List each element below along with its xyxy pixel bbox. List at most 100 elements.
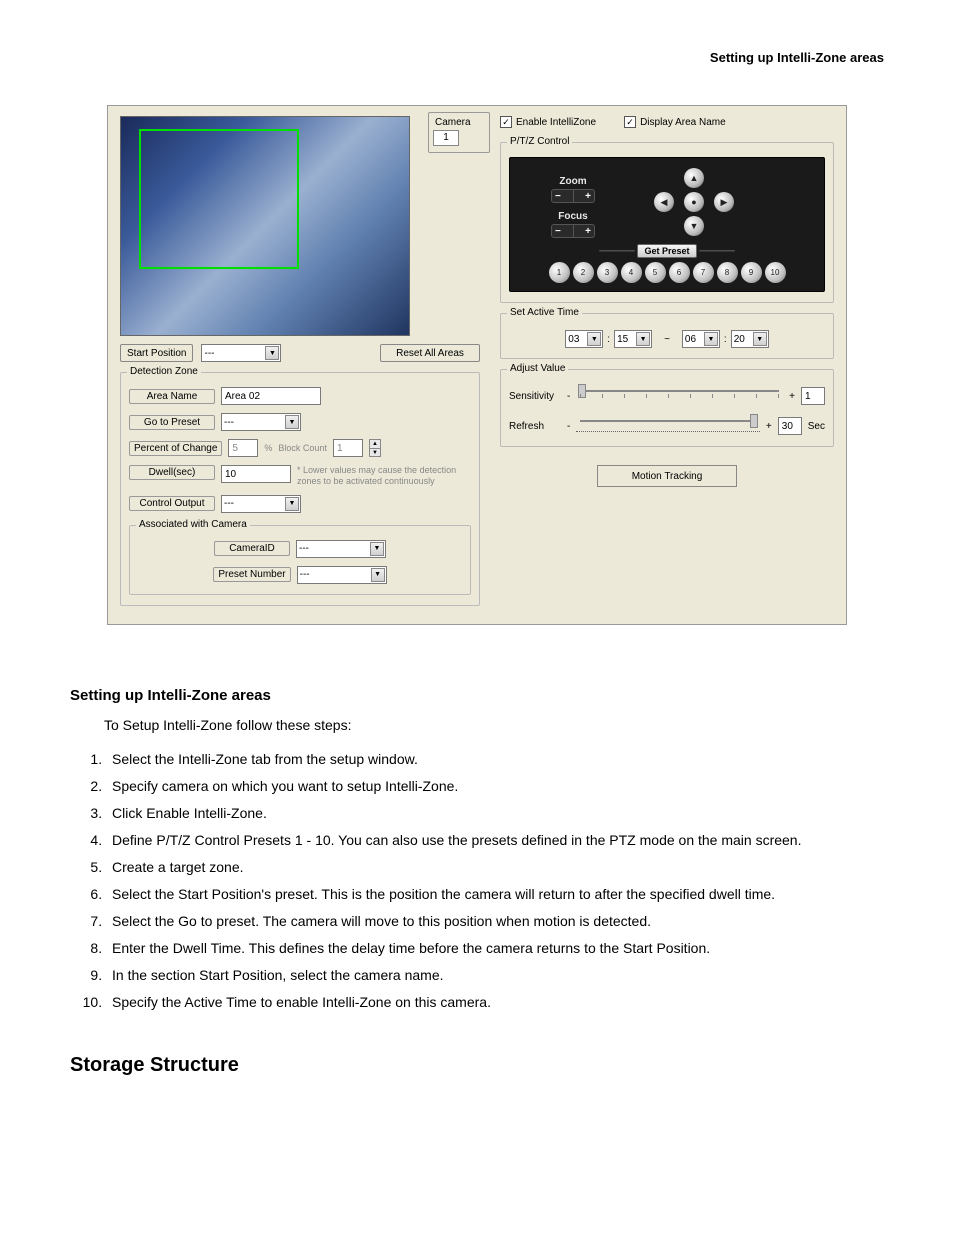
block-count-label: Block Count	[278, 443, 327, 453]
dwell-input[interactable]: 10	[221, 465, 291, 483]
associated-camera-group: Associated with Camera CameraID --- ▼ Pr…	[129, 525, 471, 595]
start-position-label: Start Position	[120, 344, 193, 362]
ptz-center-button[interactable]: ●	[684, 192, 704, 212]
percent-unit: %	[264, 443, 272, 453]
focus-control[interactable]: −+	[551, 224, 595, 238]
preset-button-4[interactable]: 4	[621, 262, 642, 283]
preset-button-1[interactable]: 1	[549, 262, 570, 283]
steps-list: Select the Intelli-Zone tab from the set…	[86, 746, 884, 1016]
slider-minus[interactable]: -	[567, 391, 570, 402]
slider-minus[interactable]: -	[567, 421, 570, 432]
time-m1: 15	[617, 334, 628, 345]
block-count-input[interactable]: 1	[333, 439, 363, 457]
chevron-down-icon: ▼	[370, 542, 384, 556]
slider-plus[interactable]: +	[766, 421, 772, 432]
intro-text: To Setup Intelli-Zone follow these steps…	[104, 715, 884, 736]
preset-button-7[interactable]: 7	[693, 262, 714, 283]
ptz-down-button[interactable]: ▼	[684, 216, 704, 236]
start-position-dropdown[interactable]: --- ▼	[201, 344, 281, 362]
ptz-panel: Zoom −+ Focus −+ ▲ ◀ ● ▶ ▼	[509, 157, 825, 292]
time-m2-dropdown[interactable]: 20▼	[731, 330, 769, 348]
time-separator: ~	[664, 334, 670, 345]
zoom-control[interactable]: −+	[551, 189, 595, 203]
dwell-label: Dwell(sec)	[129, 465, 215, 480]
sensitivity-slider[interactable]	[576, 386, 783, 406]
time-h2-dropdown[interactable]: 06▼	[682, 330, 720, 348]
reset-all-areas-button[interactable]: Reset All Areas	[380, 344, 480, 362]
chevron-down-icon: ▼	[285, 415, 299, 429]
step-item: Create a target zone.	[106, 854, 884, 881]
chevron-down-icon: ▼	[636, 332, 650, 346]
focus-label: Focus	[518, 211, 628, 222]
camera-group: Camera 1	[428, 112, 490, 153]
video-preview	[120, 116, 410, 336]
chevron-down-icon: ▼	[285, 497, 299, 511]
chevron-down-icon: ▼	[371, 568, 385, 582]
dwell-note: * Lower values may cause the detection z…	[297, 465, 471, 487]
refresh-label: Refresh	[509, 421, 561, 432]
refresh-value[interactable]: 30	[778, 417, 802, 435]
preset-button-10[interactable]: 10	[765, 262, 786, 283]
storage-heading: Storage Structure	[70, 1050, 884, 1080]
adjust-value-group: Adjust Value Sensitivity - + 1 Refresh -	[500, 369, 834, 447]
plus-icon: +	[585, 226, 591, 237]
time-m1-dropdown[interactable]: 15 ▼	[614, 330, 652, 348]
preset-button-9[interactable]: 9	[741, 262, 762, 283]
chevron-down-icon: ▼	[265, 346, 279, 360]
ptz-right-button[interactable]: ▶	[714, 192, 734, 212]
intellizone-dialog: Camera 1 Start Position --- ▼ Reset All …	[107, 105, 847, 625]
camera-number[interactable]: 1	[433, 130, 459, 146]
assoc-legend: Associated with Camera	[136, 519, 250, 530]
refresh-unit: Sec	[808, 421, 825, 432]
control-output-value: ---	[224, 498, 234, 509]
ptz-legend: P/T/Z Control	[507, 136, 572, 147]
minus-icon: −	[555, 191, 561, 202]
preset-button-3[interactable]: 3	[597, 262, 618, 283]
step-item: Select the Go to preset. The camera will…	[106, 908, 884, 935]
preset-button-2[interactable]: 2	[573, 262, 594, 283]
camera-id-dropdown[interactable]: --- ▼	[296, 540, 386, 558]
minus-icon: −	[555, 226, 561, 237]
percent-change-label: Percent of Change	[129, 441, 222, 456]
detection-zone-rect[interactable]	[139, 129, 299, 269]
ptz-up-button[interactable]: ▲	[684, 168, 704, 188]
percent-change-input[interactable]: 5	[228, 439, 258, 457]
time-h2: 06	[685, 334, 696, 345]
camera-id-value: ---	[299, 543, 309, 554]
ptz-left-button[interactable]: ◀	[654, 192, 674, 212]
go-to-preset-label: Go to Preset	[129, 415, 215, 430]
area-name-input[interactable]: Area 02	[221, 387, 321, 405]
time-m2: 20	[734, 334, 745, 345]
step-item: Specify camera on which you want to setu…	[106, 773, 884, 800]
time-h1: 03	[568, 334, 579, 345]
step-item: Enter the Dwell Time. This defines the d…	[106, 935, 884, 962]
preset-button-5[interactable]: 5	[645, 262, 666, 283]
step-item: Click Enable Intelli-Zone.	[106, 800, 884, 827]
display-label: Display Area Name	[640, 117, 726, 128]
set-active-time-group: Set Active Time 03▼ : 15▼ ~ 06▼ : 20▼	[500, 313, 834, 359]
checkbox-checked-icon: ✓	[500, 116, 512, 128]
go-to-preset-dropdown[interactable]: --- ▼	[221, 413, 301, 431]
sensitivity-value[interactable]: 1	[801, 387, 825, 405]
time-h1-dropdown[interactable]: 03▼	[565, 330, 603, 348]
section-title: Setting up Intelli-Zone areas	[70, 685, 884, 708]
enable-label: Enable IntelliZone	[516, 117, 596, 128]
enable-intellizone-checkbox[interactable]: ✓ Enable IntelliZone	[500, 116, 596, 128]
camera-group-label: Camera	[433, 117, 473, 128]
zoom-label: Zoom	[518, 176, 628, 187]
spinner-icon[interactable]: ▲▼	[369, 439, 381, 457]
slider-plus[interactable]: +	[789, 391, 795, 402]
get-preset-button[interactable]: Get Preset	[637, 244, 696, 258]
ptz-dpad: ▲ ◀ ● ▶ ▼	[642, 168, 816, 238]
ptz-control-group: P/T/Z Control Zoom −+ Focus −+ ▲ ◀ ●	[500, 142, 834, 303]
display-area-name-checkbox[interactable]: ✓ Display Area Name	[624, 116, 726, 128]
control-output-dropdown[interactable]: --- ▼	[221, 495, 301, 513]
preset-number-dropdown[interactable]: --- ▼	[297, 566, 387, 584]
refresh-slider[interactable]	[576, 416, 760, 436]
area-name-label: Area Name	[129, 389, 215, 404]
preset-button-6[interactable]: 6	[669, 262, 690, 283]
step-item: Select the Start Position's preset. This…	[106, 881, 884, 908]
camera-id-label: CameraID	[214, 541, 290, 556]
preset-button-8[interactable]: 8	[717, 262, 738, 283]
motion-tracking-button[interactable]: Motion Tracking	[597, 465, 737, 487]
